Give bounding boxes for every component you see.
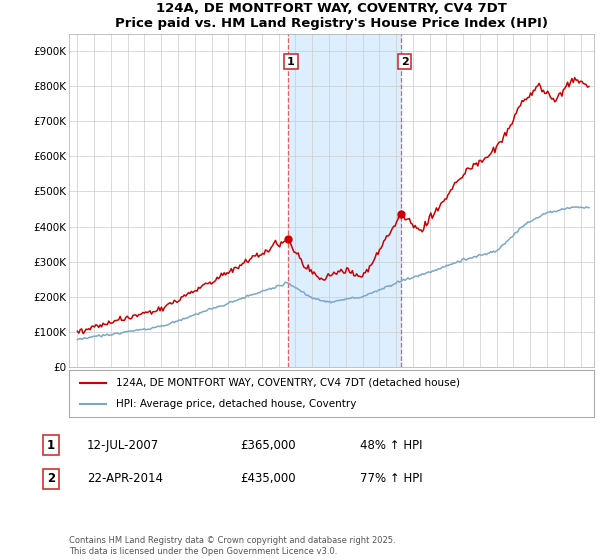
Text: £435,000: £435,000 [240, 472, 296, 486]
Text: 48% ↑ HPI: 48% ↑ HPI [360, 438, 422, 452]
Text: 1: 1 [287, 57, 295, 67]
Text: Contains HM Land Registry data © Crown copyright and database right 2025.
This d: Contains HM Land Registry data © Crown c… [69, 536, 395, 556]
Text: £365,000: £365,000 [240, 438, 296, 452]
Text: 12-JUL-2007: 12-JUL-2007 [87, 438, 159, 452]
Text: 1: 1 [47, 438, 55, 452]
Text: 77% ↑ HPI: 77% ↑ HPI [360, 472, 422, 486]
Text: 22-APR-2014: 22-APR-2014 [87, 472, 163, 486]
Text: 124A, DE MONTFORT WAY, COVENTRY, CV4 7DT (detached house): 124A, DE MONTFORT WAY, COVENTRY, CV4 7DT… [116, 378, 460, 388]
Bar [287, 34, 401, 367]
Text: HPI: Average price, detached house, Coventry: HPI: Average price, detached house, Cove… [116, 399, 356, 409]
Title: 124A, DE MONTFORT WAY, COVENTRY, CV4 7DT
Price paid vs. HM Land Registry's House: 124A, DE MONTFORT WAY, COVENTRY, CV4 7DT… [115, 2, 548, 30]
Text: 2: 2 [47, 472, 55, 486]
Text: 2: 2 [401, 57, 409, 67]
